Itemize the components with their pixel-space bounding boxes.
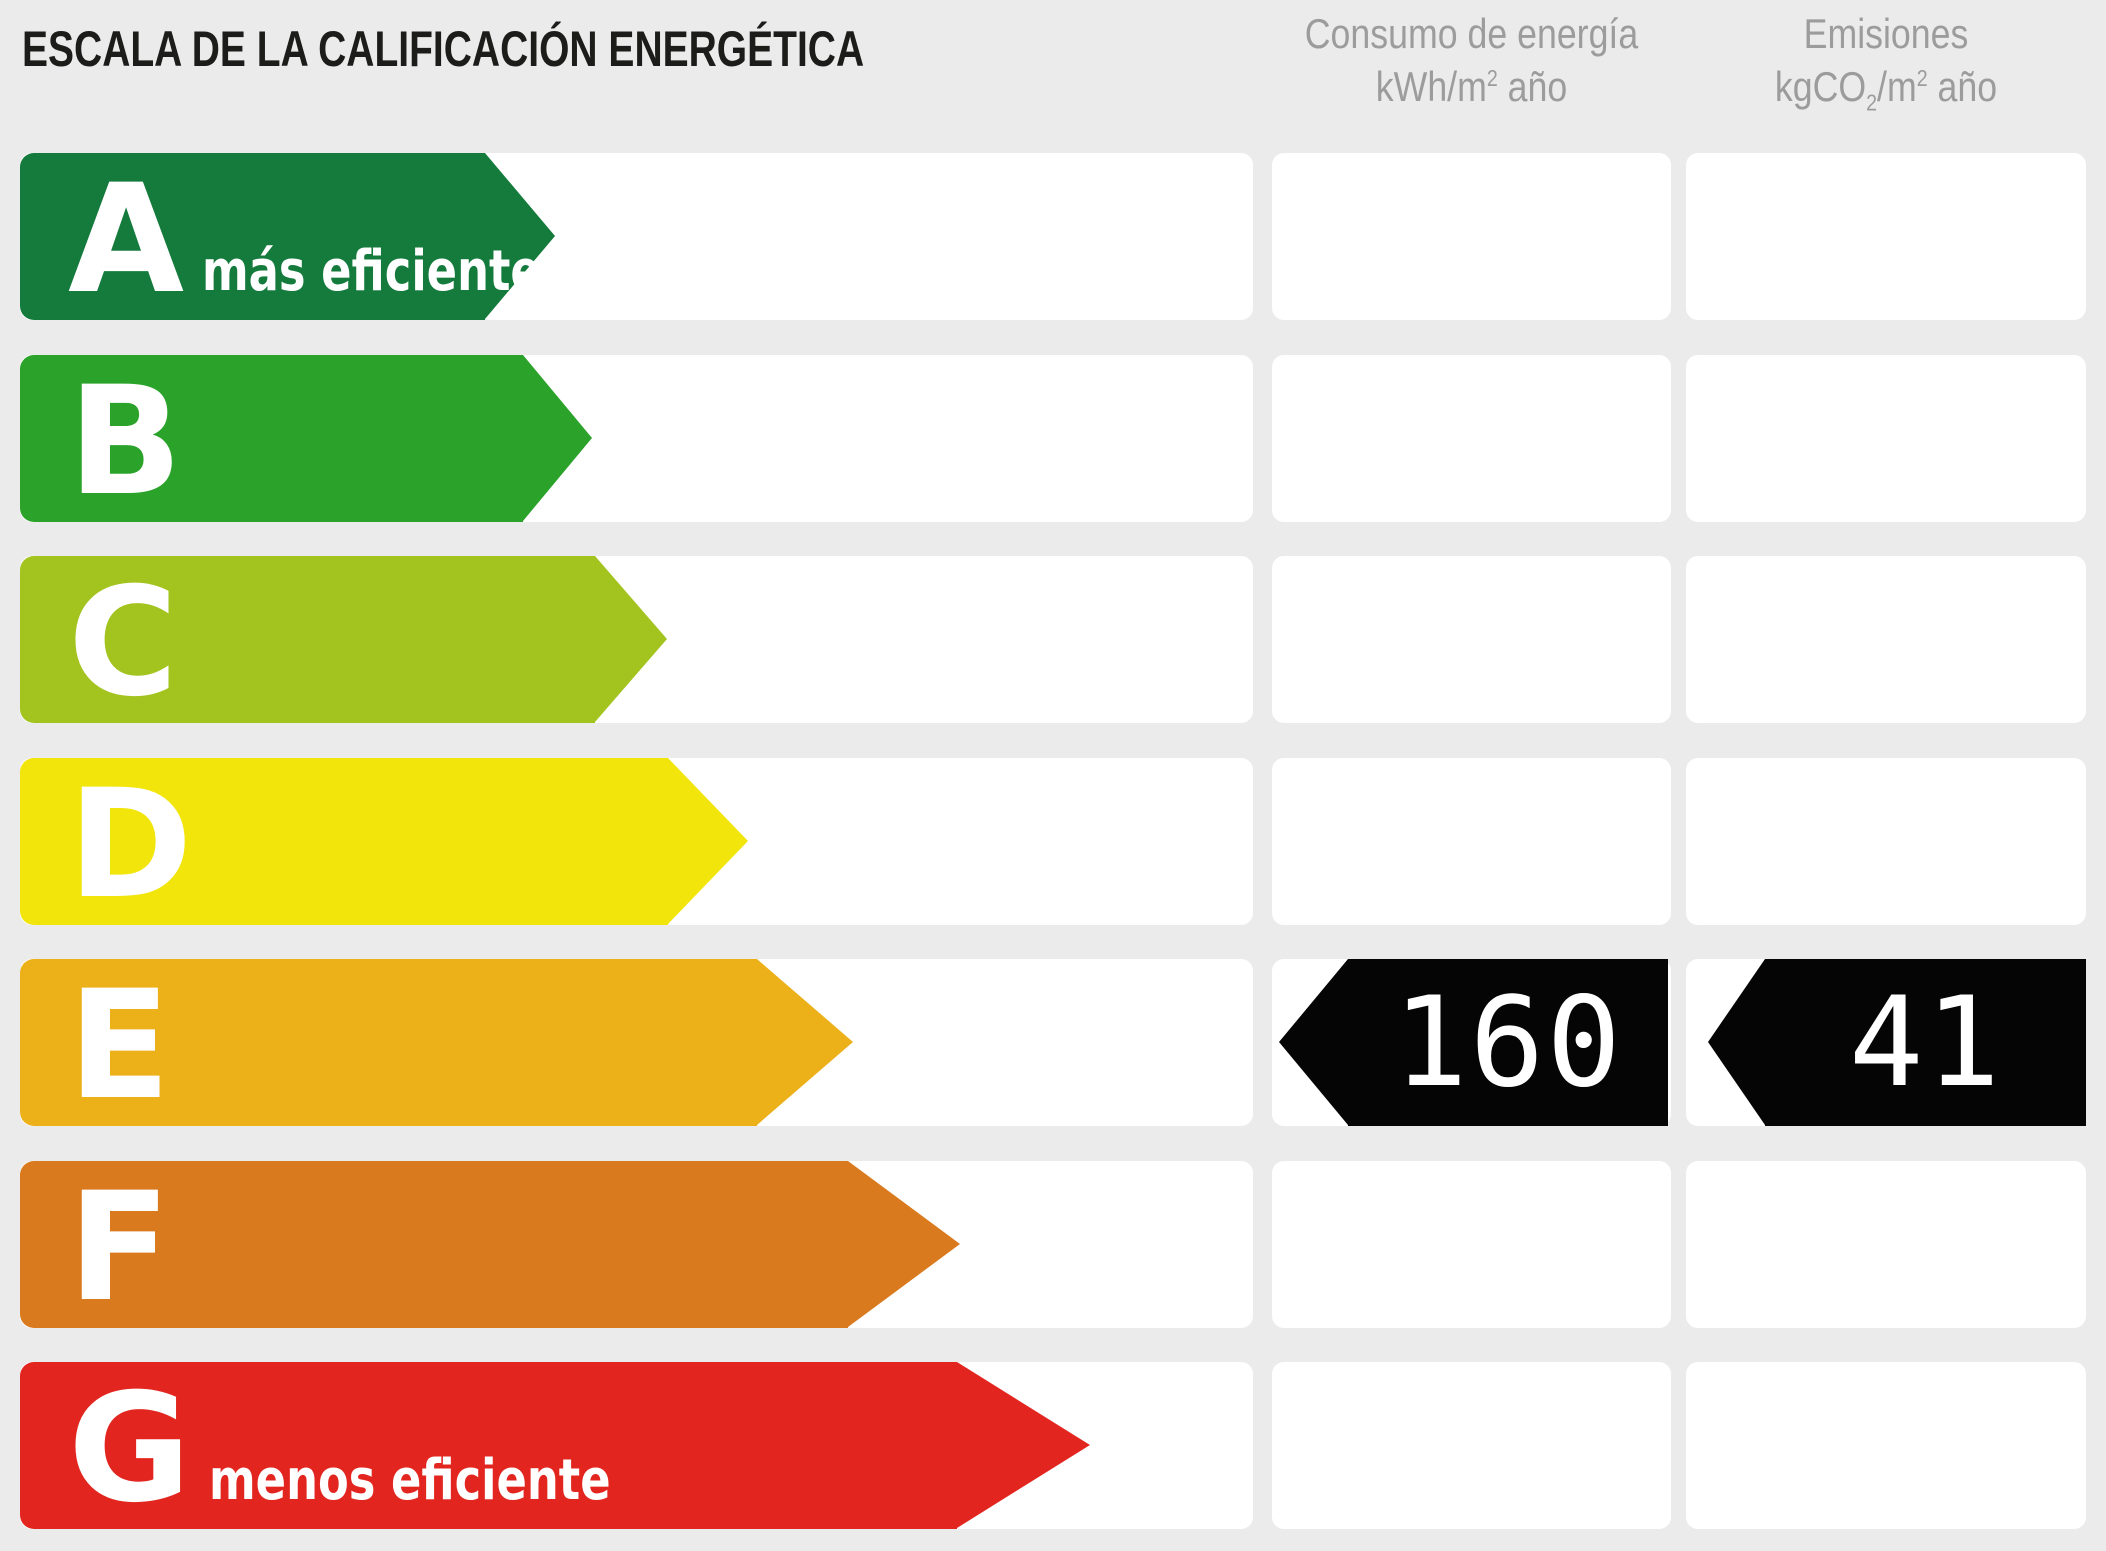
scale-row-f: F <box>0 1161 2106 1328</box>
scale-row-g: G menos eficiente <box>0 1362 2106 1529</box>
emissions-value-body: 41 <box>1765 959 2086 1126</box>
rating-arrow-tip <box>668 758 748 924</box>
row-track-emissions <box>1686 153 2086 320</box>
rating-arrow-a: A más eficiente <box>20 153 555 320</box>
rating-arrow-tip <box>848 1161 960 1327</box>
row-track-emissions <box>1686 758 2086 925</box>
row-track-consumption <box>1272 1362 1671 1529</box>
consumption-header-title: Consumo de energía <box>1304 10 1639 57</box>
row-track-consumption <box>1272 355 1671 522</box>
rating-letter: A <box>68 152 185 327</box>
row-track-emissions <box>1686 355 2086 522</box>
row-track-consumption <box>1272 1161 1671 1328</box>
rating-arrow-g: G menos eficiente <box>20 1362 1090 1529</box>
row-track-consumption <box>1272 556 1671 723</box>
row-track-emissions <box>1686 1161 2086 1328</box>
row-track-consumption <box>1272 758 1671 925</box>
rating-arrow-body: F <box>20 1161 848 1328</box>
rating-qualifier: menos eficiente <box>209 1448 611 1514</box>
scale-row-e: E 160 41 <box>0 959 2106 1126</box>
scale-row-b: B <box>0 355 2106 522</box>
rating-arrow-body: C <box>20 556 595 723</box>
left-point-icon <box>1708 959 1765 1125</box>
rating-arrow-body: B <box>20 355 523 522</box>
rating-qualifier: más eficiente <box>202 239 541 305</box>
rating-letter: E <box>68 958 171 1133</box>
rating-arrow-tip <box>485 153 555 319</box>
consumption-value-body: 160 <box>1348 959 1668 1126</box>
scale-row-c: C <box>0 556 2106 723</box>
rating-arrow-c: C <box>20 556 667 723</box>
consumption-value: 160 <box>1393 970 1623 1115</box>
emissions-value-arrow: 41 <box>1708 959 2086 1126</box>
row-track-consumption <box>1272 153 1671 320</box>
rating-arrow-f: F <box>20 1161 960 1328</box>
rating-arrow-e: E <box>20 959 853 1126</box>
row-track-emissions <box>1686 1362 2086 1529</box>
emissions-header-title: Emisiones <box>1803 10 1969 57</box>
left-point-icon <box>1279 959 1348 1125</box>
emissions-value: 41 <box>1848 970 2003 1115</box>
emissions-header-unit: kgCO2/m2 año <box>1774 62 1998 115</box>
scale-row-d: D <box>0 758 2106 925</box>
rating-arrow-body: E <box>20 959 757 1126</box>
page-title: ESCALA DE LA CALIFICACIÓN ENERGÉTICA <box>22 21 865 77</box>
rating-letter: D <box>68 757 193 932</box>
rating-arrow-body: G menos eficiente <box>20 1362 957 1529</box>
rating-letter: B <box>68 354 183 529</box>
row-track-emissions <box>1686 556 2086 723</box>
rating-arrow-body: D <box>20 758 668 925</box>
rating-arrow-tip <box>757 959 853 1125</box>
emissions-column-header: Emisiones kgCO2/m2 año <box>1716 8 2056 117</box>
rating-arrow-b: B <box>20 355 592 522</box>
consumption-value-arrow: 160 <box>1279 959 1668 1126</box>
consumption-column-header: Consumo de energía kWh/m2 año <box>1302 8 1641 113</box>
rating-letter: C <box>68 555 179 730</box>
rating-arrow-body: A más eficiente <box>20 152 541 327</box>
rating-arrow-tip <box>957 1362 1090 1528</box>
rating-arrow-tip <box>595 556 667 722</box>
rating-arrow-tip <box>523 355 592 521</box>
scale-row-a: A más eficiente <box>0 153 2106 320</box>
rating-letter: G <box>68 1361 192 1536</box>
rating-letter: F <box>68 1160 171 1335</box>
rating-arrow-d: D <box>20 758 748 925</box>
consumption-header-unit: kWh/m2 año <box>1375 62 1568 110</box>
